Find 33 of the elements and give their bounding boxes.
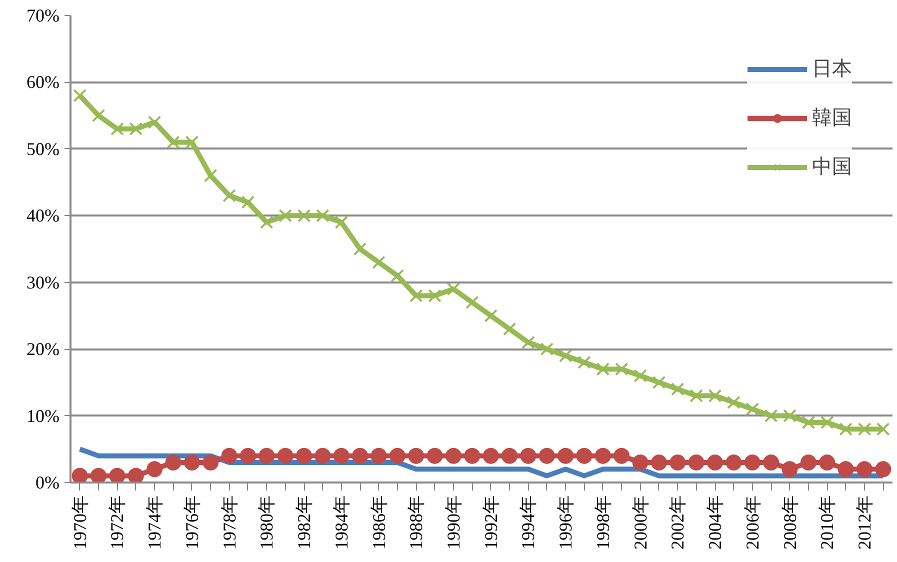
x-tick-label: 1980年: [256, 496, 277, 550]
x-tick-label: 2006年: [742, 496, 762, 550]
y-tick-label: 60%: [26, 72, 60, 92]
y-tick-label: 30%: [26, 272, 60, 292]
x-tick-label: 1988年: [406, 496, 426, 550]
y-tick-label: 0%: [36, 472, 60, 492]
x-tick-label: 1978年: [219, 496, 240, 550]
x-tick-label: 2012年: [854, 496, 874, 550]
x-tick-label: 2000年: [630, 496, 650, 550]
y-tick-label: 40%: [26, 206, 60, 226]
x-tick-label: 1996年: [556, 496, 576, 550]
legend-label: 日本: [812, 57, 852, 82]
x-tick-label: 2004年: [705, 496, 726, 550]
x-tick-label: 1990年: [443, 496, 464, 550]
x-tick-label: 1986年: [368, 496, 389, 550]
y-tick-label: 10%: [26, 406, 60, 426]
x-tick-label: 1992年: [480, 496, 501, 550]
x-tick-label: 2010年: [817, 496, 838, 550]
x-tick-label: 2008年: [780, 496, 800, 550]
y-tick-label: 50%: [26, 138, 60, 159]
x-tick-label: 2002年: [668, 496, 688, 550]
y-tick-label: 20%: [26, 339, 60, 360]
x-tick-label: 1976年: [182, 496, 202, 550]
x-tick-label: 1974年: [144, 496, 165, 550]
x-tick-label: 1982年: [294, 496, 314, 550]
y-tick-label: 70%: [26, 6, 60, 26]
x-tick-label: 1984年: [331, 496, 352, 550]
legend-label: 中国: [812, 155, 852, 180]
x-tick-label: 1994年: [518, 496, 538, 550]
x-tick-label: 1970年: [70, 496, 90, 550]
x-tick-label: 1972年: [107, 496, 128, 550]
legend-label: 韓国: [812, 106, 852, 131]
x-tick-label: 1998年: [592, 496, 613, 550]
